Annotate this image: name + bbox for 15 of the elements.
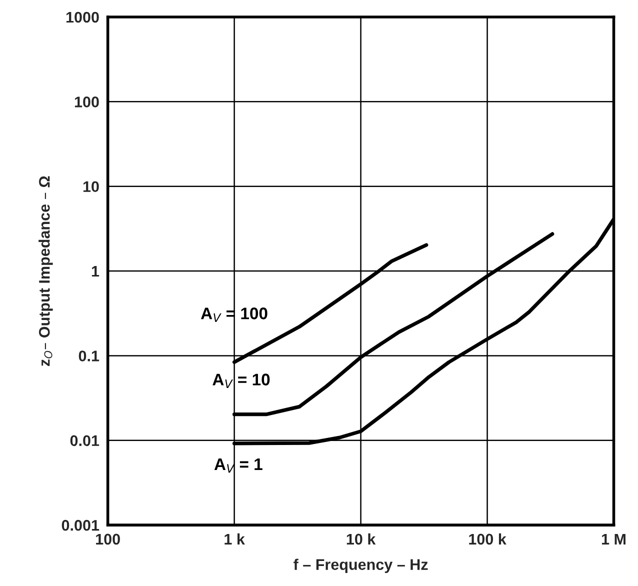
series-label: A$_{V}$ = 10 bbox=[212, 374, 270, 388]
x-tick-label: 1 M bbox=[602, 534, 626, 544]
x-tick-label: 100 k bbox=[469, 533, 506, 545]
x-tick-label: 1 k bbox=[224, 533, 245, 544]
y-tick-label: 0.001 bbox=[62, 520, 100, 531]
x-axis-title: f – Frequency – Hz bbox=[294, 558, 428, 573]
y-tick-label: 100 bbox=[74, 96, 99, 108]
y-tick-label: 0.1 bbox=[78, 350, 100, 362]
x-tick-label: 100 bbox=[96, 534, 120, 545]
y-tick-label: 0.01 bbox=[70, 435, 100, 446]
y-tick-label: 1 bbox=[92, 266, 100, 277]
x-tick-label: 10 k bbox=[346, 533, 376, 545]
y-axis-title: z$_{O}$– Output Impedance – Ω bbox=[38, 176, 53, 366]
y-tick-label: 1000 bbox=[66, 12, 99, 23]
y-tick-label: 10 bbox=[83, 181, 99, 192]
